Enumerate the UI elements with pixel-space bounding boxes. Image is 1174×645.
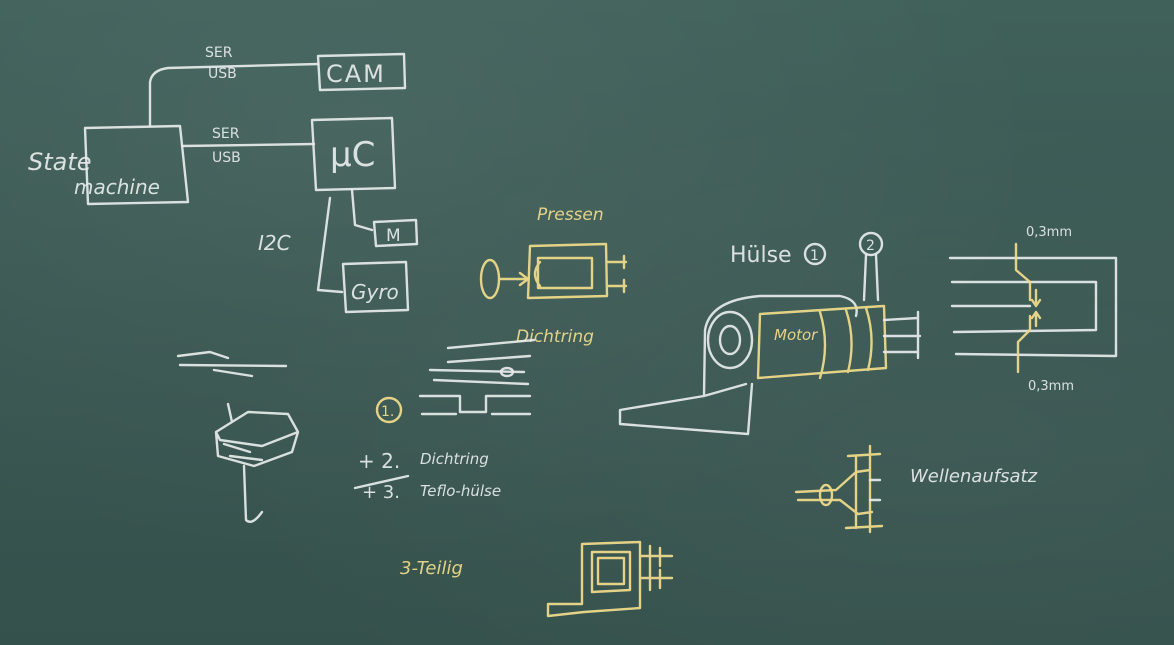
system-diagram: State machine SER USB CAM SER USB µC I2C… bbox=[28, 45, 419, 314]
dimension-offsets bbox=[1014, 242, 1042, 374]
dreiteilig-sketch: 3-Teilig bbox=[400, 540, 674, 618]
dim-top-label: 0,3mm bbox=[1026, 225, 1072, 240]
circle2-stem bbox=[862, 253, 880, 302]
bracket-hole bbox=[718, 324, 742, 356]
motor-bracket bbox=[618, 294, 858, 436]
cam-label: CAM bbox=[326, 60, 386, 88]
dichtring-oval bbox=[499, 366, 515, 378]
step1-circle bbox=[375, 396, 403, 424]
dreiteilig-housing bbox=[546, 540, 674, 618]
usb-label-top: USB bbox=[208, 66, 237, 82]
shaft-ring bbox=[818, 483, 834, 507]
shaft-center bbox=[868, 478, 882, 502]
mc-box bbox=[310, 116, 397, 192]
press-arrow bbox=[498, 271, 530, 287]
motor-sketch: Hülse 1 2 Motor bbox=[618, 231, 922, 436]
usb-label-mid: USB bbox=[212, 150, 241, 166]
ser-label-top: SER bbox=[205, 45, 233, 61]
mc-link-line bbox=[180, 142, 316, 148]
motor-label: Motor bbox=[774, 326, 818, 344]
state-machine-box bbox=[83, 124, 190, 206]
dichtring-layers bbox=[418, 338, 536, 416]
bracket-boss bbox=[706, 310, 754, 370]
dreiteilig-label: 3-Teilig bbox=[400, 558, 463, 579]
step1-label: 1. bbox=[381, 404, 394, 420]
press-ring bbox=[479, 258, 501, 300]
dim-bottom-label: 0,3mm bbox=[1028, 379, 1074, 394]
motor-body bbox=[756, 304, 888, 380]
motor-shafts bbox=[882, 310, 922, 360]
dimension-sketch: 0,3mm 0,3mm bbox=[948, 225, 1118, 394]
circle1 bbox=[803, 242, 827, 266]
m-label: M bbox=[386, 226, 401, 246]
circle1-label: 1 bbox=[810, 248, 819, 264]
circle2 bbox=[858, 231, 884, 257]
dichtring-label: Dichtring bbox=[516, 327, 594, 347]
plus2-text: Dichtring bbox=[420, 450, 489, 468]
huelse-label: Hülse bbox=[730, 243, 792, 268]
state-machine-label-2: machine bbox=[74, 175, 160, 199]
i2c-label: I2C bbox=[258, 231, 291, 255]
gyro-box bbox=[341, 260, 410, 314]
wellenaufsatz-sketch: Wellenaufsatz bbox=[794, 444, 1038, 534]
pressen-label: Pressen bbox=[537, 205, 604, 225]
cam-link-line bbox=[148, 62, 320, 128]
left-sketches bbox=[176, 350, 300, 523]
plus3-text: Teflo-hülse bbox=[420, 482, 501, 500]
dichtring-sketch: Dichtring 1. + 2. Dichtring + 3. Teflo-h… bbox=[353, 327, 594, 503]
circle2-label: 2 bbox=[866, 238, 875, 254]
pressen-sketch: Pressen bbox=[479, 205, 628, 300]
plus3-label: + 3. bbox=[362, 482, 400, 503]
ser-label-mid: SER bbox=[212, 126, 240, 142]
mc-label: µC bbox=[330, 135, 375, 175]
wellenaufsatz-label: Wellenaufsatz bbox=[910, 466, 1038, 487]
shaft-adapter bbox=[794, 444, 884, 534]
gyro-label: Gyro bbox=[351, 280, 399, 304]
press-housing bbox=[526, 242, 628, 300]
dimension-housing bbox=[948, 256, 1118, 358]
m-link-line bbox=[350, 188, 374, 232]
fraction-stroke bbox=[353, 474, 410, 490]
m-box bbox=[372, 218, 419, 248]
state-machine-label-1: State bbox=[28, 148, 92, 176]
i2c-bus-line bbox=[316, 196, 344, 294]
flat-part-sketch bbox=[176, 350, 288, 378]
plus2-label: + 2. bbox=[358, 449, 400, 473]
cam-box bbox=[316, 52, 407, 92]
probe-sketch bbox=[214, 402, 300, 523]
